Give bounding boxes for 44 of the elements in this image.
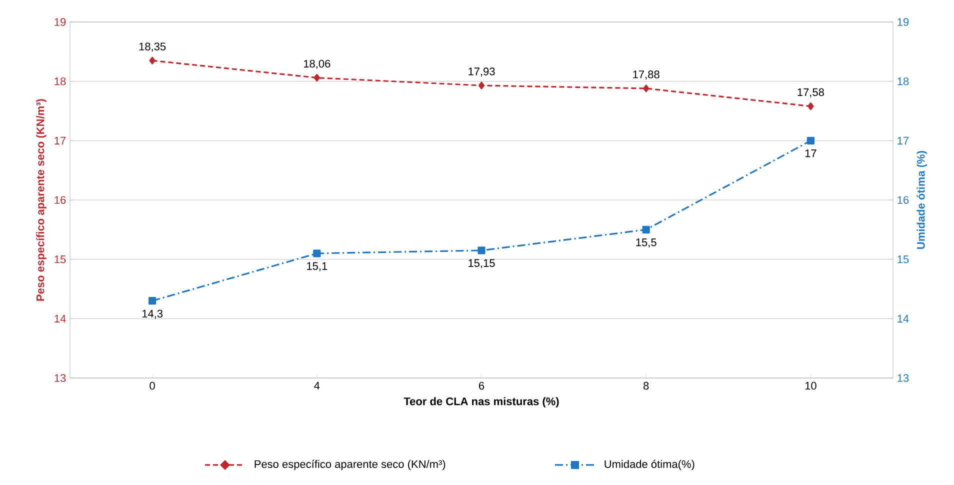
x-axis-title: Teor de CLA nas misturas (%) [404, 397, 559, 408]
point [478, 82, 485, 90]
data-label: 15,15 [468, 259, 495, 268]
data-label: 17 [805, 150, 816, 158]
legend-label: Peso específico aparente seco (KN/m³) [254, 460, 446, 470]
data-label: 15,5 [636, 238, 656, 248]
data-label: 14,3 [142, 310, 163, 319]
data-label: 17,93 [468, 68, 495, 77]
y2-tick-label: 14 [898, 314, 909, 322]
y-tick-label: 16 [54, 196, 66, 204]
y2-tick-label: 15 [898, 255, 909, 264]
point [808, 102, 814, 110]
y-tick-label: 14 [54, 314, 66, 322]
y2-tick-label: 17 [898, 136, 909, 144]
point [806, 136, 814, 144]
y-tick-label: 13 [54, 374, 66, 382]
y-tick-label: 18 [54, 77, 66, 86]
x-tick-label: 10 [805, 382, 816, 390]
y2-tick-label: 13 [898, 374, 909, 382]
y-tick-label: 17 [54, 136, 66, 144]
data-label: 17,58 [798, 88, 824, 98]
point [149, 56, 156, 64]
y2-axis-title: Umidade ótima (%) [916, 151, 927, 249]
x-tick-label: 0 [150, 382, 155, 390]
y2-tick-label: 19 [898, 18, 909, 26]
x-tick-label: 6 [479, 382, 484, 390]
point [642, 226, 650, 234]
data-label: 18,35 [139, 42, 166, 52]
y-axis-title: Peso específico aparente seco (KN/m³) [36, 99, 46, 301]
x-tick-label: 4 [314, 382, 320, 390]
data-label: 18,06 [304, 60, 330, 69]
y-tick-label: 15 [54, 255, 66, 264]
y2-tick-label: 16 [898, 196, 909, 204]
x-tick-label: 8 [644, 382, 649, 390]
point [313, 250, 321, 258]
y2-tick-label: 18 [898, 77, 909, 86]
y-tick-label: 19 [54, 18, 66, 26]
point [148, 297, 156, 305]
point [478, 246, 486, 254]
point [643, 84, 650, 92]
point [314, 74, 320, 82]
legend-label: Umidade ótima(%) [604, 460, 694, 470]
data-label: 15,1 [307, 262, 328, 272]
data-label: 17,88 [633, 70, 660, 80]
